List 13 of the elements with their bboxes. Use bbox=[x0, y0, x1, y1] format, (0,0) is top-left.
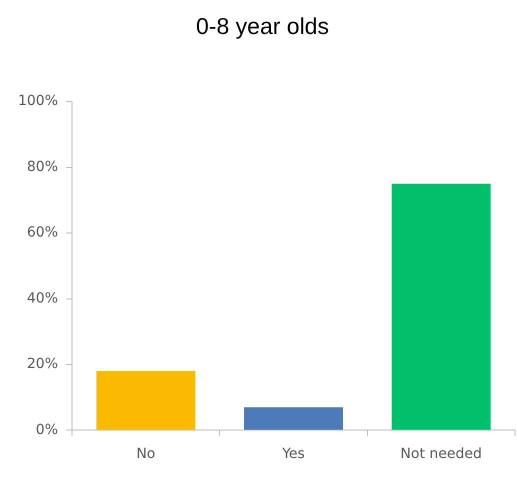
y-tick-label: 20% bbox=[26, 356, 58, 372]
chart-title: 0-8 year olds bbox=[196, 13, 329, 40]
y-tick-label: 60% bbox=[26, 224, 58, 241]
bar bbox=[96, 371, 196, 430]
bar bbox=[244, 407, 343, 430]
bar bbox=[392, 184, 491, 430]
y-tick-label: 0% bbox=[36, 422, 58, 438]
y-tick-label: 40% bbox=[26, 290, 58, 306]
x-tick-label: Not needed bbox=[400, 446, 482, 462]
x-tick-label: Yes bbox=[281, 446, 305, 462]
y-tick-label: 100% bbox=[18, 93, 58, 110]
y-tick-label: 80% bbox=[26, 158, 58, 175]
x-tick-label: No bbox=[136, 446, 156, 462]
